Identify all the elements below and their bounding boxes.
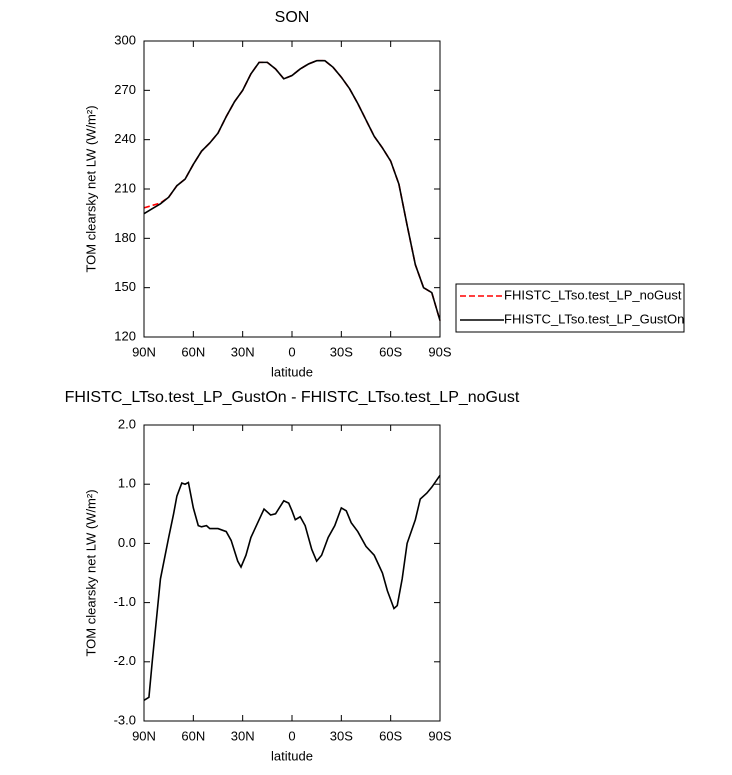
x-tick-label: 30N [231,344,255,359]
y-axis-label: TOM clearsky net LW (W/m²) [83,105,98,272]
x-tick-label: 30S [330,344,353,359]
y-tick-label: 300 [114,32,136,47]
x-tick-label: 30N [231,728,255,743]
x-tick-label: 90N [132,728,156,743]
y-tick-label: -2.0 [114,653,136,668]
x-tick-label: 0 [288,344,295,359]
plot-frame [143,424,441,722]
y-tick-label: 120 [114,328,136,343]
plot-frame [143,40,441,338]
chart-title: SON [275,9,310,26]
y-tick-label: 150 [114,279,136,294]
data-line [143,59,441,321]
x-tick-label: 90S [428,344,451,359]
legend-label: FHISTC_LTso.test_LP_noGust [504,287,682,302]
y-axis-label: TOM clearsky net LW (W/m²) [83,489,98,656]
x-axis-label: latitude [271,364,313,379]
y-tick-label: 210 [114,180,136,195]
x-tick-label: 90S [428,728,451,743]
x-axis-label: latitude [271,748,313,763]
y-tick-label: -1.0 [114,594,136,609]
legend-box [455,283,685,333]
data-line [143,59,441,321]
x-tick-label: 60N [181,728,205,743]
x-tick-label: 60S [379,728,402,743]
legend-label: FHISTC_LTso.test_LP_GustOn [504,311,684,326]
data-line [143,474,441,701]
x-tick-label: 30S [330,728,353,743]
y-tick-label: 1.0 [118,476,136,491]
y-tick-label: 0.0 [118,535,136,550]
y-tick-label: -3.0 [114,712,136,727]
y-tick-label: 270 [114,82,136,97]
x-tick-label: 0 [288,728,295,743]
x-tick-label: 60S [379,344,402,359]
y-tick-label: 240 [114,131,136,146]
x-tick-label: 60N [181,344,205,359]
x-tick-label: 90N [132,344,156,359]
y-tick-label: 2.0 [118,416,136,431]
y-tick-label: 180 [114,230,136,245]
chart-title: FHISTC_LTso.test_LP_GustOn - FHISTC_LTso… [65,389,520,406]
